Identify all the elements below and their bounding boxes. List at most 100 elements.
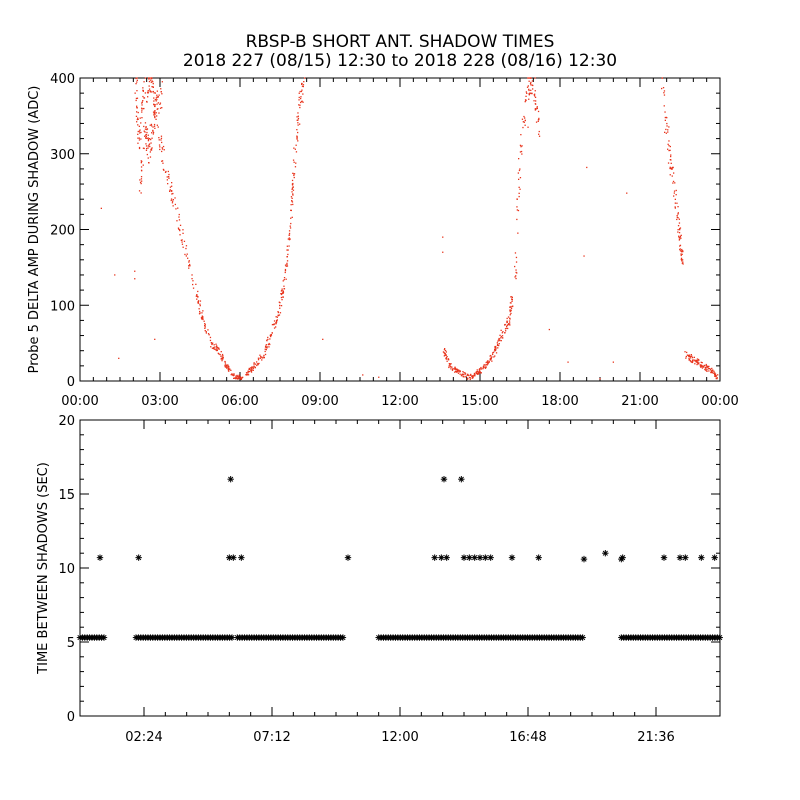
data-point	[680, 250, 683, 252]
data-point	[237, 377, 239, 380]
data-point	[516, 198, 518, 200]
data-point	[706, 370, 708, 372]
data-point	[455, 370, 457, 373]
data-point	[476, 371, 478, 373]
data-point	[215, 349, 217, 351]
data-point	[679, 235, 682, 237]
data-point	[675, 194, 677, 196]
data-point	[704, 366, 707, 369]
data-point	[147, 145, 149, 147]
data-point	[668, 126, 670, 128]
data-point	[509, 309, 511, 311]
data-point	[586, 166, 588, 169]
data-point	[212, 347, 215, 350]
data-point	[302, 85, 304, 88]
data-point	[456, 368, 458, 370]
data-point	[475, 372, 477, 375]
data-point	[201, 315, 203, 317]
data-point	[291, 200, 293, 202]
data-point	[688, 357, 690, 360]
data-point	[525, 95, 527, 97]
data-point	[472, 377, 474, 379]
data-point	[220, 351, 222, 353]
data-point	[248, 368, 250, 370]
data-point	[530, 84, 532, 86]
data-point	[153, 123, 156, 126]
data-point	[279, 307, 281, 309]
y-tick-label: 15	[58, 488, 75, 503]
data-point	[447, 358, 450, 360]
data-point	[673, 190, 676, 192]
data-point	[275, 322, 277, 324]
data-point	[344, 554, 352, 561]
data-point	[170, 199, 172, 202]
data-point	[137, 117, 139, 119]
data-point	[202, 310, 204, 312]
data-point	[218, 347, 220, 349]
data-point	[509, 317, 511, 319]
data-point	[498, 337, 500, 340]
data-point	[507, 316, 510, 318]
panel-top: 00:00 03:00 06:00 09:00 12:00 15:00 18:00 21:00…	[27, 72, 739, 409]
data-point	[282, 296, 284, 298]
data-point	[599, 378, 601, 380]
data-point	[515, 275, 517, 277]
data-point	[253, 365, 255, 367]
data-point	[196, 298, 198, 300]
x-tick-label: 21:36	[637, 730, 674, 745]
plot-frame	[79, 77, 721, 382]
data-point	[136, 105, 138, 107]
data-point	[708, 370, 710, 372]
data-point	[188, 261, 190, 263]
data-point	[161, 148, 164, 150]
data-point	[682, 263, 684, 265]
data-point	[485, 364, 487, 366]
data-point	[118, 357, 120, 359]
data-point	[150, 123, 153, 126]
data-point	[268, 346, 270, 348]
data-point	[521, 145, 523, 147]
data-point	[179, 224, 182, 226]
data-point	[171, 190, 173, 192]
data-point	[695, 359, 698, 362]
y-axis-label: TIME BETWEEN SHADOWS (SEC)	[36, 462, 51, 675]
data-point	[141, 117, 143, 119]
data-point	[149, 138, 151, 140]
data-point	[227, 368, 229, 370]
data-point	[510, 306, 512, 308]
data-point	[148, 143, 151, 145]
data-point	[480, 366, 482, 369]
data-point	[698, 554, 705, 561]
data-point	[694, 360, 696, 362]
data-point	[708, 365, 710, 368]
data-point	[158, 137, 160, 139]
data-point	[232, 374, 235, 377]
data-point	[462, 374, 464, 376]
data-point	[281, 292, 283, 295]
data-point	[511, 299, 513, 301]
data-point	[149, 145, 151, 148]
data-point	[168, 177, 170, 179]
data-point	[157, 108, 159, 110]
data-point	[302, 84, 305, 86]
data-point	[204, 327, 206, 329]
data-point	[146, 92, 149, 94]
data-point	[291, 179, 294, 182]
data-point	[204, 326, 206, 328]
data-point	[519, 188, 521, 190]
data-point	[685, 357, 687, 359]
data-point	[517, 232, 519, 234]
data-point	[691, 357, 694, 359]
data-point	[518, 158, 520, 160]
data-point	[162, 168, 165, 171]
data-point	[143, 130, 145, 132]
data-point	[143, 97, 146, 99]
data-point	[154, 127, 156, 129]
data-point	[154, 116, 156, 119]
data-point	[191, 274, 193, 276]
data-point	[147, 140, 150, 142]
data-point	[276, 319, 278, 321]
data-point	[524, 117, 526, 119]
data-point	[454, 367, 456, 369]
data-point	[269, 343, 271, 346]
